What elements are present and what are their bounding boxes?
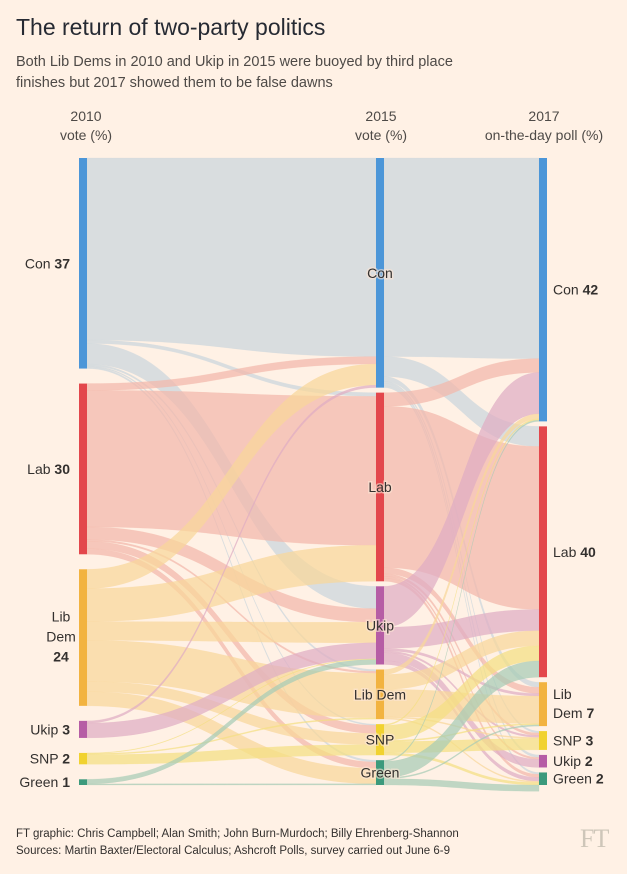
flow-2010-2015-flow-libdem-to-lab	[86, 545, 377, 622]
node-2010-ukip	[79, 720, 87, 738]
flow-2015-2017-flow-green-to-green	[383, 778, 540, 792]
node-2010-con	[79, 158, 87, 369]
label-2017-green: Green 2	[553, 771, 604, 787]
label-2010-green: Green 1	[19, 774, 70, 790]
flow-2010-2015-flow-libdem-to-libdem	[86, 640, 377, 719]
label-2010-snp: SNP 2	[30, 751, 70, 767]
label-2017-ukip: Ukip 2	[553, 753, 593, 769]
flows-2010-2015	[86, 157, 377, 786]
label-2017-libdem: Lib Dem 7	[553, 686, 594, 721]
node-2017-libdem	[539, 682, 547, 727]
footer-sources: Sources: Martin Baxter/Electoral Calculu…	[16, 845, 450, 857]
column-header-2017: 2017 on-the-day poll (%)	[474, 107, 614, 145]
node-2010-snp	[79, 752, 87, 765]
flow-2010-2015-flow-ukip-to-con	[86, 384, 377, 724]
flow-2010-2015-flow-libdem-to-ukip	[86, 621, 377, 644]
column-header-2015: 2015 vote (%)	[346, 107, 416, 145]
nodes	[79, 158, 547, 785]
label-2015-libdem: Lib Dem	[354, 686, 406, 702]
label-2010-ukip: Ukip 3	[30, 721, 70, 737]
label-2017-lab: Lab 40	[553, 544, 596, 560]
label-2010-lab: Lab 30	[27, 461, 70, 477]
label-2010-libdem: Lib Dem 24	[46, 609, 76, 665]
node-2017-snp	[539, 731, 547, 750]
footer-credit: FT graphic: Chris Campbell; Alan Smith; …	[16, 828, 459, 840]
chart-title: The return of two-party politics	[16, 14, 326, 40]
node-2015-con	[376, 158, 384, 388]
flow-2015-2017-flow-con-to-con	[383, 157, 540, 359]
node-2010-green	[79, 779, 87, 785]
column-header-2015-year: 2015	[365, 108, 397, 124]
label-2015-con: Con	[367, 265, 393, 281]
node-2015-snp	[376, 724, 384, 756]
node-2017-ukip	[539, 754, 547, 768]
label-2015-green: Green	[361, 765, 400, 781]
label-2015-lab: Lab	[368, 479, 392, 495]
label-2010-con: Con 37	[25, 255, 70, 271]
column-header-2010-unit: vote (%)	[59, 127, 113, 143]
node-2015-green	[376, 760, 384, 785]
flow-2010-2015-flow-snp-to-snp	[86, 744, 377, 765]
label-2015-ukip: Ukip	[366, 617, 394, 633]
node-2015-lab	[376, 392, 384, 582]
flow-2010-2015-flow-green-to-ukip	[86, 659, 377, 785]
ft-logo: FT	[580, 824, 609, 853]
node-2015-libdem	[376, 669, 384, 720]
node-2017-lab	[539, 426, 547, 678]
label-2017-con: Con 42	[553, 282, 598, 298]
flow-2010-2015-flow-con-to-con	[86, 157, 377, 357]
labels: Con 37 Lab 30 Lib Dem 24 Ukip 3 SNP 2 Green 1 Co…	[19, 255, 603, 790]
column-header-2017-year: 2017	[528, 108, 560, 124]
flows-2015-2017	[383, 157, 540, 792]
column-header-2010-year: 2010	[70, 108, 102, 124]
node-2017-con	[539, 158, 547, 422]
column-header-2017-unit: on-the-day poll (%)	[484, 127, 604, 143]
column-header-2015-unit: vote (%)	[354, 127, 408, 143]
flow-2010-2015-flow-green-to-green	[86, 783, 377, 786]
node-2010-libdem	[79, 569, 87, 706]
label-2017-snp: SNP 3	[553, 733, 593, 749]
label-2015-snp: SNP	[366, 732, 395, 748]
footer: FT graphic: Chris Campbell; Alan Smith; …	[16, 826, 459, 860]
column-header-2010: 2010 vote (%)	[51, 107, 121, 145]
node-2010-lab	[79, 383, 87, 555]
chart-subtitle: Both Lib Dems in 2010 and Ukip in 2015 w…	[16, 54, 453, 91]
node-2015-ukip	[376, 586, 384, 665]
node-2017-green	[539, 772, 547, 785]
